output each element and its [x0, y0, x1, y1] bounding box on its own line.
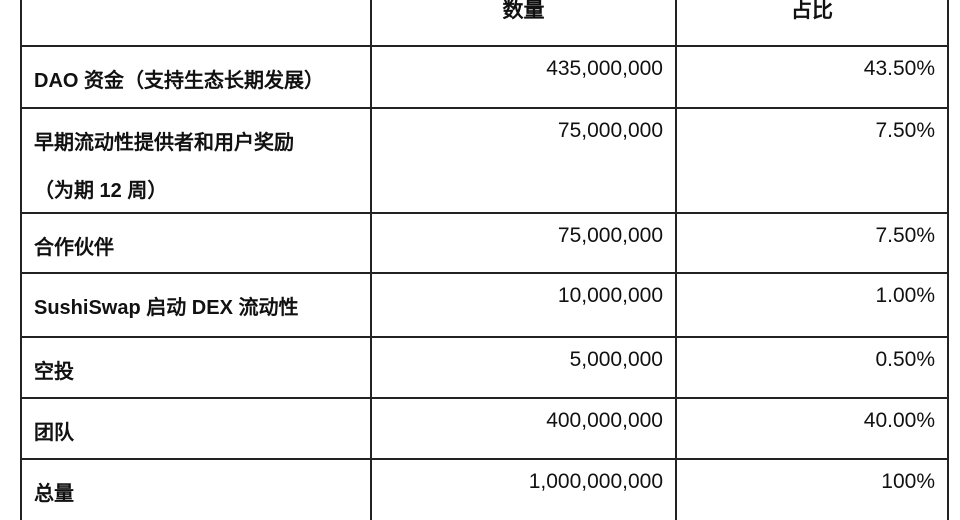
row-share: 7.50%	[675, 109, 947, 212]
row-amount-text: 400,000,000	[546, 409, 663, 432]
row-amount: 75,000,000	[370, 109, 675, 212]
row-amount: 5,000,000	[370, 338, 675, 397]
row-share: 0.50%	[675, 338, 947, 397]
table-row: 空投 5,000,000 0.50%	[22, 336, 947, 397]
table-row-total: 总量 1,000,000,000 100%	[22, 458, 947, 520]
table-row: 团队 400,000,000 40.00%	[22, 397, 947, 458]
row-label-line1: 早期流动性提供者和用户奖励	[34, 132, 294, 154]
header-cell-share: 占比	[675, 0, 947, 46]
token-allocation-table: 数量 占比 DAO 资金（支持生态长期发展） 435,000,000 43.50…	[20, 0, 949, 520]
header-cell-amount: 数量	[370, 0, 675, 46]
row-share-text: 7.50%	[875, 224, 935, 247]
row-label: 总量	[34, 483, 74, 505]
table-row: 合作伙伴 75,000,000 7.50%	[22, 212, 947, 272]
row-label: DAO 资金（支持生态长期发展）	[34, 70, 324, 92]
row-amount: 75,000,000	[370, 214, 675, 272]
row-amount: 435,000,000	[370, 47, 675, 107]
row-share: 100%	[675, 460, 947, 520]
row-label: 合作伙伴	[34, 237, 114, 259]
row-share: 1.00%	[675, 274, 947, 336]
row-amount-text: 435,000,000	[546, 57, 663, 80]
header-cell-empty	[22, 0, 370, 46]
row-share-text: 100%	[881, 470, 935, 493]
row-amount: 10,000,000	[370, 274, 675, 336]
row-share: 43.50%	[675, 47, 947, 107]
row-label-line2: （为期 12 周）	[34, 180, 168, 202]
row-label: 早期流动性提供者和用户奖励 （为期 12 周）	[22, 109, 370, 212]
row-share-text: 0.50%	[875, 348, 935, 371]
table-row: DAO 资金（支持生态长期发展） 435,000,000 43.50%	[22, 45, 947, 107]
row-label: 空投	[34, 361, 74, 383]
row-label: SushiSwap 启动 DEX 流动性	[34, 297, 299, 319]
table-row: SushiSwap 启动 DEX 流动性 10,000,000 1.00%	[22, 272, 947, 336]
row-amount-text: 75,000,000	[557, 224, 663, 247]
row-amount: 1,000,000,000	[370, 460, 675, 520]
row-amount-text: 5,000,000	[569, 348, 663, 371]
row-share-text: 40.00%	[863, 409, 935, 432]
row-amount-text: 10,000,000	[557, 284, 663, 307]
row-label: 团队	[34, 422, 74, 444]
table-header-row: 数量 占比	[22, 0, 947, 46]
row-share-text: 7.50%	[875, 119, 935, 142]
row-share-text: 43.50%	[863, 57, 935, 80]
row-share-text: 1.00%	[875, 284, 935, 307]
row-share: 7.50%	[675, 214, 947, 272]
row-amount: 400,000,000	[370, 399, 675, 458]
table-row: 早期流动性提供者和用户奖励 （为期 12 周） 75,000,000 7.50%	[22, 107, 947, 212]
header-amount-text: 数量	[502, 0, 545, 22]
row-amount-text: 75,000,000	[557, 119, 663, 142]
header-share-text: 占比	[791, 0, 833, 22]
row-share: 40.00%	[675, 399, 947, 458]
row-amount-text: 1,000,000,000	[528, 470, 663, 493]
